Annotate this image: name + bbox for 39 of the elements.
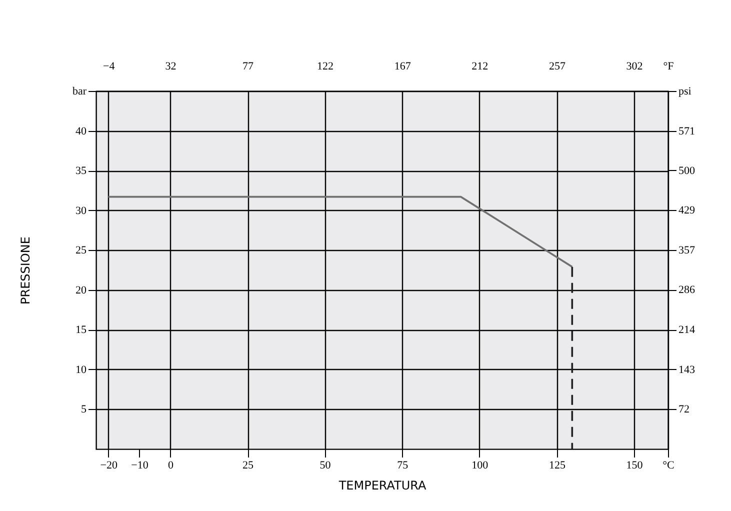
x-tick-label: −10: [131, 460, 149, 472]
x2-tick-label: 302: [626, 60, 643, 72]
y-tick-label: 25: [76, 244, 87, 257]
x2-tick-label: 212: [472, 60, 488, 72]
x-tick-label: 150: [626, 460, 644, 472]
y-tick-label: 10: [76, 364, 87, 376]
x2-tick-label: −4: [103, 60, 116, 72]
y-tick-label: 35: [76, 165, 87, 178]
y2-tick-label: 571: [678, 125, 695, 138]
y2-tick-label: 286: [678, 284, 696, 296]
x-tick-label: 125: [548, 460, 566, 472]
y2-tick-label: 214: [678, 324, 696, 336]
y-tick-label: 30: [76, 204, 87, 217]
y2-tick-label: 500: [678, 164, 696, 177]
y-axis-title: PRESSIONE: [18, 236, 32, 304]
y-tick-label: bar: [72, 86, 87, 98]
x-tick-label: −20: [100, 460, 118, 472]
y-tick-label: 40: [76, 125, 87, 138]
y-tick-label: 20: [76, 284, 87, 296]
x-tick-label: 0: [168, 460, 174, 472]
y-tick-label: 15: [76, 324, 87, 336]
x-tick-label: 50: [320, 460, 332, 472]
y2-tick-label: psi: [678, 86, 692, 98]
x-tick-label: °C: [662, 460, 674, 472]
x-axis-title: TEMPERATURA: [338, 478, 427, 492]
x2-tick-label: 122: [317, 60, 334, 72]
y2-tick-label: 357: [678, 244, 696, 257]
x-tick-label: 25: [242, 460, 254, 472]
y-tick-label: 5: [81, 404, 87, 416]
y2-tick-label: 143: [678, 364, 696, 376]
x-tick-label: 100: [472, 460, 489, 472]
x2-tick-label: 167: [394, 60, 412, 72]
x2-tick-label: 32: [165, 60, 176, 72]
x2-tick-label: °F: [663, 60, 674, 72]
x2-tick-label: 77: [242, 60, 254, 72]
x-tick-label: 75: [397, 460, 409, 472]
y2-tick-label: 429: [678, 204, 696, 216]
y2-tick-label: 72: [678, 403, 690, 416]
x2-tick-label: 257: [548, 60, 566, 72]
